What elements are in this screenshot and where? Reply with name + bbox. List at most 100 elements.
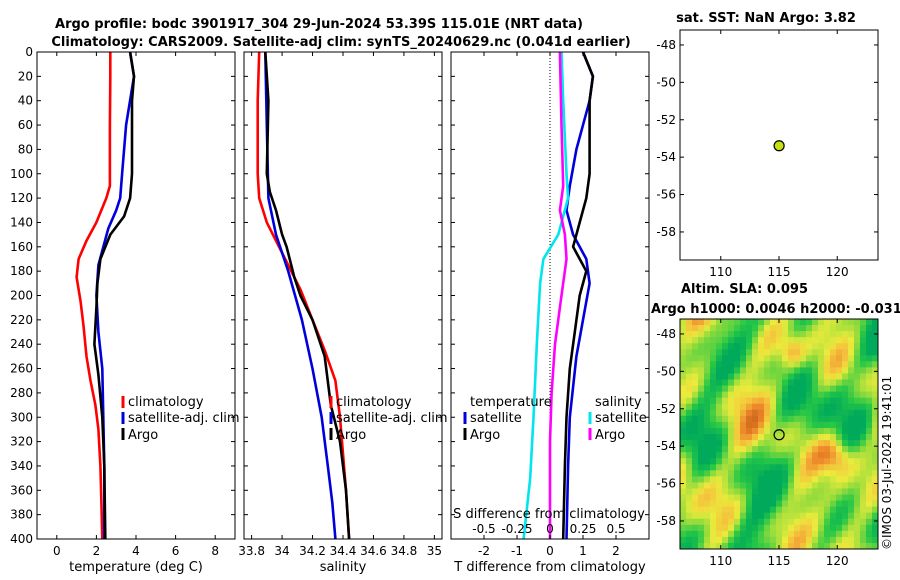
sla-cell: [686, 446, 693, 453]
sla-cell: [752, 494, 759, 502]
sla-cell: [740, 421, 747, 429]
sla-cell: [734, 506, 741, 514]
sla-cell: [806, 482, 813, 490]
sla-cell: [836, 446, 843, 453]
sla-cell: [698, 391, 705, 399]
sla-cell: [686, 494, 693, 502]
sla-cell: [752, 325, 759, 332]
series-line-argo: [93, 52, 136, 539]
sla-cell: [782, 446, 789, 453]
sla-cell: [728, 530, 735, 538]
sla-cell: [692, 427, 699, 435]
sla-cell: [842, 470, 849, 477]
sla-cell: [824, 355, 831, 362]
sla-cell: [680, 325, 687, 332]
sla-cell: [812, 446, 819, 453]
y-tick-label: 80: [18, 142, 33, 156]
sla-cell: [800, 391, 807, 399]
sla-cell: [746, 542, 753, 549]
sst-title: sat. SST: NaN Argo: 3.82: [676, 11, 856, 26]
sla-cell: [722, 518, 729, 526]
sla-cell: [728, 464, 735, 471]
sla-cell: [752, 434, 759, 441]
sla-cell: [716, 524, 723, 532]
sla-cell: [836, 536, 843, 544]
sla-cell: [758, 421, 765, 429]
sla-cell: [710, 488, 717, 496]
sla-cell: [776, 464, 783, 471]
sla-cell: [836, 434, 843, 441]
sla-cell: [818, 482, 825, 490]
sla-cell: [746, 470, 753, 477]
sla-cell: [836, 482, 843, 490]
sla-cell: [794, 494, 801, 502]
sla-cell: [752, 488, 759, 496]
x-tick-label: 4: [132, 544, 140, 558]
sla-cell: [698, 476, 705, 484]
sla-cell: [716, 506, 723, 514]
sla-cell: [866, 331, 873, 338]
sla-cell: [770, 391, 777, 399]
sla-cell: [824, 367, 831, 375]
sla-cell: [824, 434, 831, 441]
sla-cell: [842, 446, 849, 453]
sla-cell: [860, 476, 867, 484]
sla-cell: [734, 349, 741, 356]
sla-cell: [854, 373, 861, 381]
sla-cell: [716, 476, 723, 484]
sla-cell: [734, 440, 741, 447]
sla-cell: [692, 409, 699, 417]
sla-cell: [758, 452, 765, 459]
sla-cell: [800, 500, 807, 508]
sla-cell: [752, 524, 759, 532]
sla-cell: [782, 349, 789, 356]
sla-cell: [836, 440, 843, 447]
sla-cell: [758, 379, 765, 387]
sla-cell: [776, 476, 783, 484]
sla-cell: [740, 343, 747, 350]
sla-cell: [752, 403, 759, 411]
sla-cell: [866, 343, 873, 350]
sla-cell: [728, 500, 735, 508]
sla-cell: [680, 409, 687, 417]
sla-cell: [860, 415, 867, 423]
sla-cell: [800, 518, 807, 526]
sla-cell: [866, 355, 873, 362]
sla-cell: [830, 488, 837, 496]
sla-cell: [824, 319, 831, 326]
sla-cell: [704, 446, 711, 453]
sla-cell: [716, 434, 723, 441]
sla-cell: [800, 536, 807, 544]
sla-cell: [806, 427, 813, 435]
sla-cell: [866, 391, 873, 399]
sla-cell: [710, 482, 717, 490]
sla-cell: [788, 349, 795, 356]
sla-cell: [734, 476, 741, 484]
y-tick-label: 120: [10, 191, 33, 205]
sla-cell: [758, 518, 765, 526]
sla-cell: [764, 446, 771, 453]
sla-cell: [770, 319, 777, 326]
sla-cell: [692, 500, 699, 508]
sla-cell: [806, 397, 813, 405]
sla-cell: [860, 536, 867, 544]
sla-cell: [854, 524, 861, 532]
sla-cell: [794, 325, 801, 332]
sla-cell: [818, 434, 825, 441]
sla-cell: [680, 391, 687, 399]
sla-cell: [680, 536, 687, 544]
sla-cell: [866, 506, 873, 514]
sla-cell: [854, 470, 861, 477]
sla-cell: [770, 512, 777, 520]
sla-cell: [680, 458, 687, 465]
sla-cell: [752, 337, 759, 344]
sla-cell: [680, 349, 687, 356]
sla-cell: [770, 367, 777, 375]
sla-cell: [854, 512, 861, 520]
sla-cell: [770, 397, 777, 405]
sla-cell: [794, 500, 801, 508]
sla-cell: [776, 415, 783, 423]
sla-cell: [800, 427, 807, 435]
sla-cell: [782, 482, 789, 490]
sla-cell: [854, 458, 861, 465]
